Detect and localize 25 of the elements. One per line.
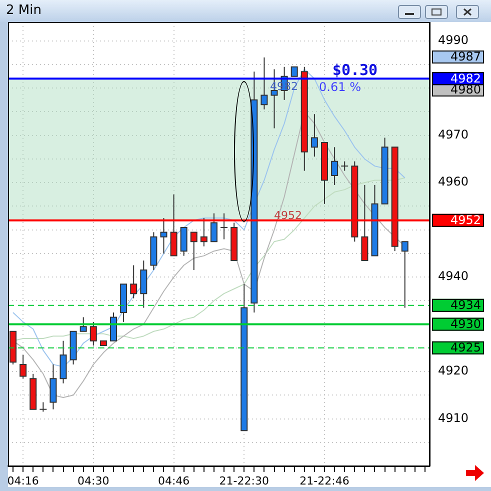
chart-title: 2 Min — [6, 3, 42, 18]
ref-line-label: 4952 — [450, 213, 481, 228]
x-tick-label: 04:30 — [78, 474, 110, 488]
y-tick-label: 4920 — [438, 364, 469, 378]
annotation: $0.30 — [332, 60, 378, 79]
text: 4987 — [450, 50, 481, 64]
x-tick-label: 04:16 — [7, 474, 39, 488]
y-tick-label: 4960 — [438, 174, 469, 189]
annotation: 4952 — [274, 208, 302, 222]
annotation: 0.61 % — [319, 80, 361, 94]
candlestick — [220, 212, 228, 240]
ref-line-label: 4982 — [450, 71, 481, 86]
x-tick-label: 21-22:46 — [300, 474, 350, 488]
candlestick — [39, 402, 48, 412]
y-tick-label: 4910 — [438, 410, 469, 425]
candlestick — [340, 160, 349, 172]
ref-line-label: 4930 — [450, 316, 481, 331]
y-tick-label: 4970 — [438, 127, 469, 142]
ref-line-label: 4934 — [450, 298, 481, 312]
y-tick-label: 4940 — [438, 269, 469, 284]
x-tick-label: 04:46 — [158, 474, 190, 488]
text: 4980 — [450, 82, 481, 97]
y-tick-label: 4990 — [438, 33, 469, 48]
ref-line-label: 4925 — [450, 340, 481, 355]
x-tick-label: 21-22:30 — [219, 474, 269, 488]
